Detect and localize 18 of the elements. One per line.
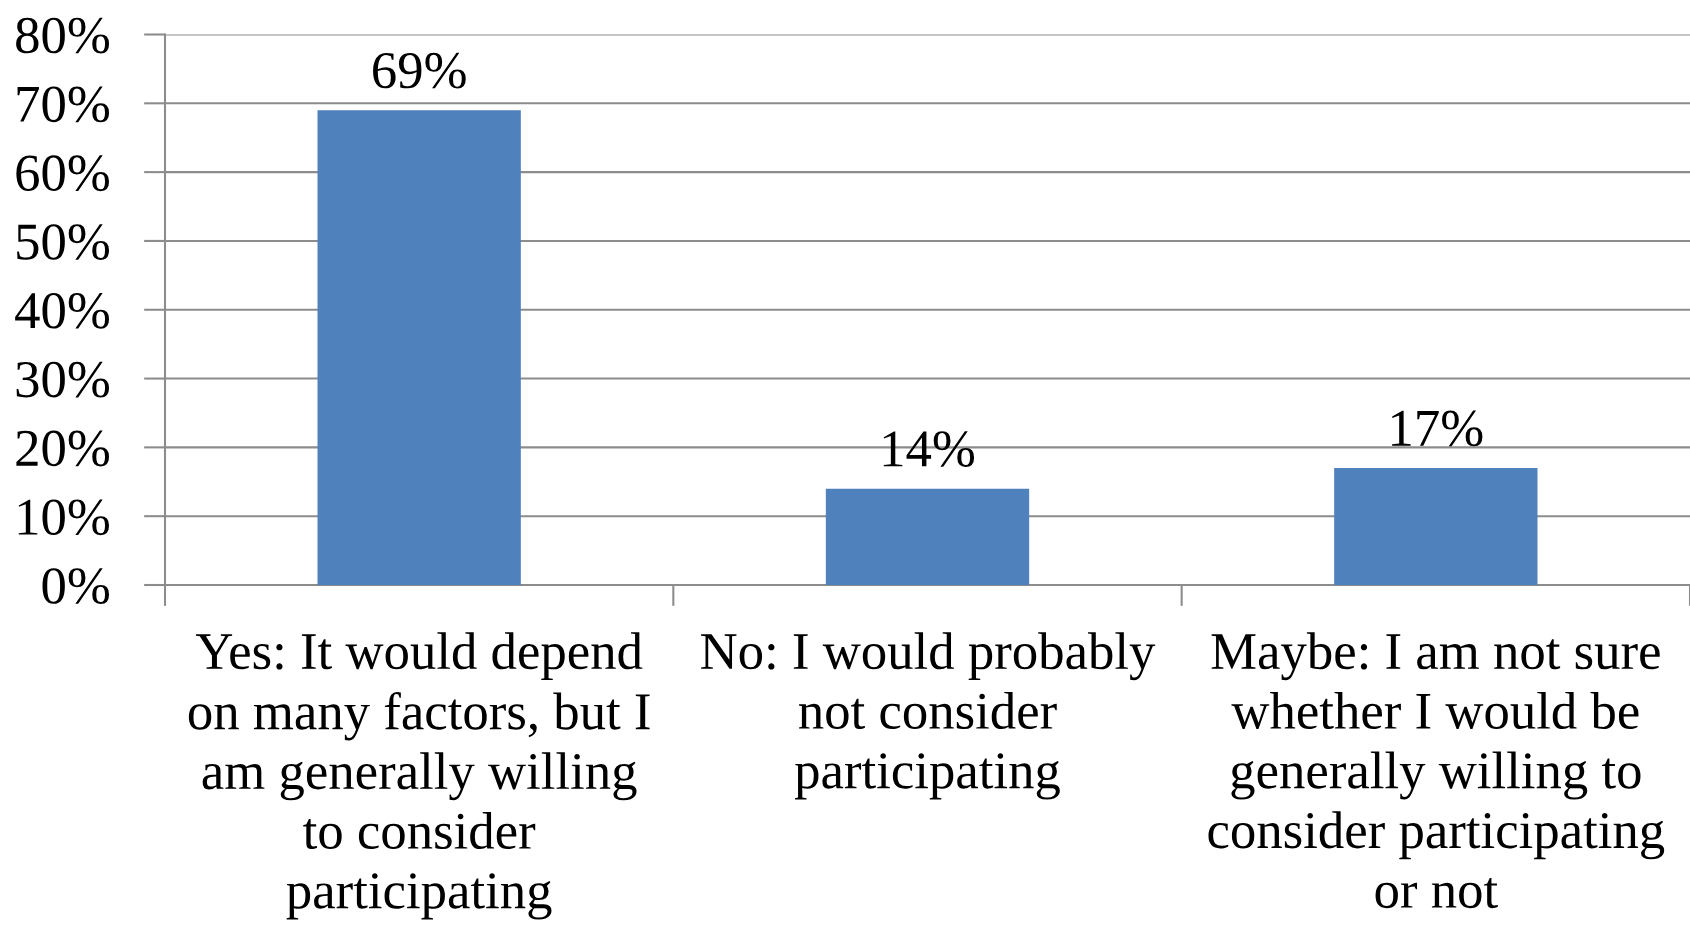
bar [317, 110, 521, 585]
y-tick-label: 10% [18, 499, 110, 536]
x-tick-label: No: I would probably not consider participating [701, 632, 1156, 800]
y-tick-label: 70% [17, 86, 110, 123]
y-tick-label: 20% [16, 430, 110, 467]
data-label: 17% [1392, 410, 1483, 447]
y-tick-label: 30% [16, 361, 110, 398]
y-tick-label: 60% [16, 155, 110, 192]
x-tick-label: Yes: It would depend on many factors, but I am generally willing to consider participating [188, 632, 650, 920]
y-tick-label: 0% [42, 568, 110, 604]
y-tick-label: 40% [15, 292, 110, 329]
y-tick-label: 80% [16, 17, 110, 54]
bar [1334, 468, 1538, 585]
y-tick-label: 50% [17, 224, 110, 260]
data-label: 14% [883, 431, 975, 467]
x-tick-label: Maybe: I am not sure whether I would be generally willing to consider participating or not [1208, 632, 1665, 909]
bar [825, 488, 1030, 585]
data-label: 69% [373, 52, 466, 89]
